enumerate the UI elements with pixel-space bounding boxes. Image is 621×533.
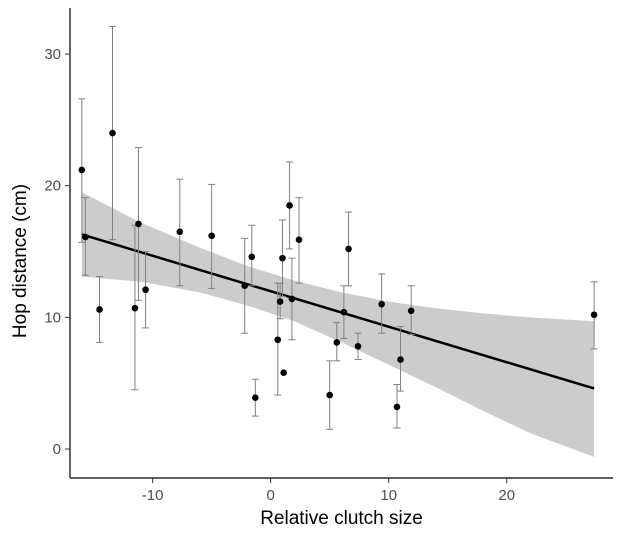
data-point (96, 306, 103, 313)
data-point (241, 282, 249, 290)
data-point (326, 391, 333, 399)
data-point (279, 254, 286, 262)
y-tick-label: 20 (44, 178, 61, 195)
data-point (378, 300, 385, 308)
data-point (176, 228, 184, 236)
data-point (280, 369, 287, 376)
data-point (295, 236, 303, 244)
data-point (142, 286, 149, 294)
data-point (274, 336, 282, 344)
data-point (590, 311, 598, 319)
data-point (135, 220, 142, 228)
confidence-band-layer (81, 192, 595, 457)
x-tick-label: 10 (380, 487, 397, 504)
x-axis-title: Relative clutch size (260, 508, 423, 529)
x-tick-label: -10 (142, 487, 164, 504)
data-point (354, 343, 362, 350)
data-point-layer (78, 129, 598, 411)
x-tick-label: 20 (498, 487, 515, 504)
data-point (333, 339, 341, 346)
data-point (248, 253, 256, 261)
regression-line (81, 233, 595, 390)
axes: 0 10 20 30 -10 0 10 20 (44, 8, 613, 504)
data-point (393, 403, 401, 411)
data-point (252, 394, 259, 401)
y-tick-label: 0 (53, 441, 61, 458)
data-point (208, 232, 215, 240)
data-point (276, 298, 284, 305)
confidence-band (81, 192, 595, 457)
fit-line-layer (81, 233, 595, 390)
x-tick-label: 0 (267, 487, 275, 504)
y-axis-title: Hop distance (cm) (10, 184, 31, 338)
data-point (340, 308, 348, 316)
data-point (78, 166, 86, 174)
data-point (288, 295, 296, 303)
data-point (407, 307, 415, 315)
data-point (131, 304, 139, 312)
data-point (345, 245, 352, 253)
y-tick-label: 30 (44, 46, 61, 63)
data-point (82, 233, 89, 241)
data-point (109, 129, 116, 137)
data-point (286, 202, 293, 209)
y-tick-label: 10 (44, 309, 61, 326)
data-point (397, 356, 404, 363)
